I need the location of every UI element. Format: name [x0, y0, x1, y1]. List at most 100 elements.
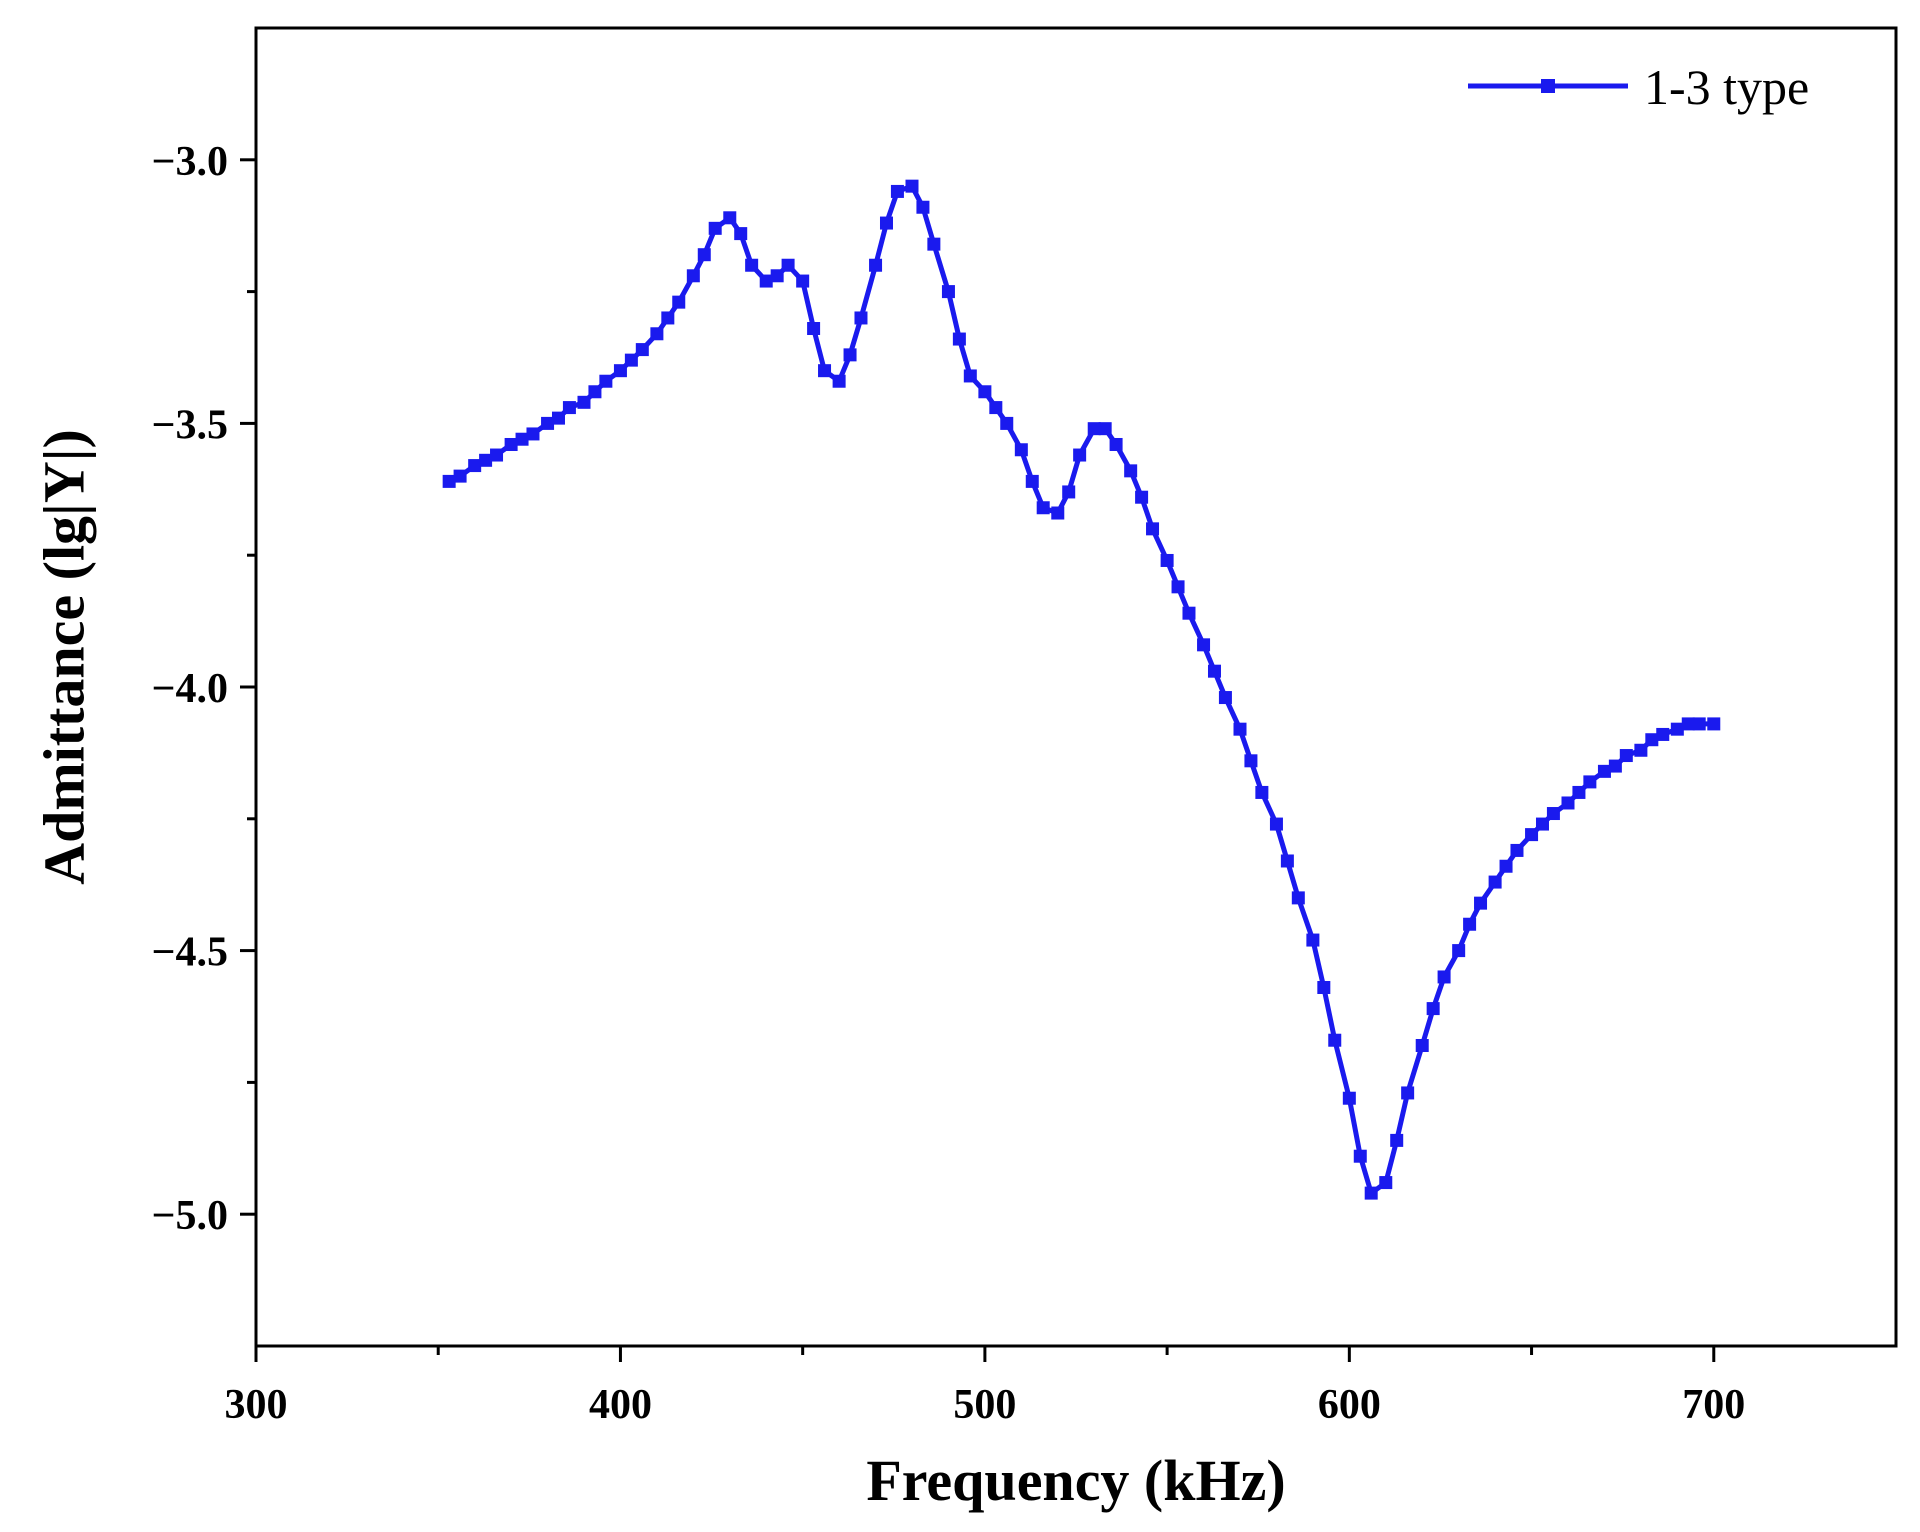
data-point-marker	[952, 332, 966, 346]
data-point-marker	[490, 448, 504, 462]
x-axis-title: Frequency (kHz)	[866, 1448, 1285, 1513]
data-point-marker	[686, 269, 700, 283]
data-point-marker	[905, 179, 919, 193]
data-point-marker	[978, 385, 992, 399]
data-point-marker	[1182, 606, 1196, 620]
data-point-marker	[723, 211, 737, 225]
data-point-marker	[1670, 722, 1684, 736]
data-point-marker	[708, 221, 722, 235]
data-point-marker	[672, 295, 686, 309]
data-point-marker	[1364, 1186, 1378, 1200]
data-point-marker	[1499, 859, 1513, 873]
data-point-marker	[843, 348, 857, 362]
data-point-marker	[1051, 506, 1065, 520]
data-point-marker	[1572, 785, 1586, 799]
plot-frame	[254, 26, 1898, 1348]
data-point-marker	[1645, 733, 1659, 747]
data-point-marker	[745, 258, 759, 272]
data-point-marker	[796, 274, 810, 288]
data-point-marker	[1109, 437, 1123, 451]
data-point-marker	[551, 411, 565, 425]
data-point-marker	[635, 343, 649, 357]
data-point-marker	[1146, 522, 1160, 536]
data-point-marker	[1463, 917, 1477, 931]
y-tick-label: −5.0	[152, 1193, 228, 1239]
y-tick-label: −4.5	[152, 930, 228, 976]
data-point-marker	[770, 269, 784, 283]
data-point-marker	[759, 274, 773, 288]
data-point-marker	[1160, 553, 1174, 567]
data-point-marker	[1546, 807, 1560, 821]
data-point-marker	[941, 285, 955, 299]
data-point-marker	[890, 184, 904, 198]
data-point-marker	[989, 401, 1003, 415]
data-point-marker	[1014, 443, 1028, 457]
data-point-marker	[1218, 691, 1232, 705]
data-point-marker	[1073, 448, 1087, 462]
x-tick-label: 600	[1318, 1382, 1381, 1428]
data-point-marker	[1171, 580, 1185, 594]
data-point-marker	[453, 469, 467, 483]
y-tick-label: −4.0	[152, 666, 228, 712]
data-point-marker	[916, 200, 930, 214]
data-point-marker	[1233, 722, 1247, 736]
legend-label: 1-3 type	[1644, 59, 1809, 115]
x-tick-label: 700	[1682, 1382, 1745, 1428]
data-point-marker	[1207, 664, 1221, 678]
axis-tick-labels: 300 400 500 600 700 −3.0 −3.5 −4.0 −4.5 −5.0	[152, 139, 1746, 1428]
data-point-marker	[1342, 1091, 1356, 1105]
data-point-marker	[1597, 764, 1611, 778]
data-point-marker	[1244, 754, 1258, 768]
x-tick-label: 400	[589, 1382, 652, 1428]
data-point-marker	[1619, 749, 1633, 763]
data-point-marker	[1488, 875, 1502, 889]
data-point-marker	[541, 416, 555, 430]
data-point-marker	[504, 437, 518, 451]
x-tick-label: 500	[953, 1382, 1016, 1428]
data-point-marker	[599, 374, 613, 388]
data-point-marker	[1025, 474, 1039, 488]
data-point-marker	[1535, 817, 1549, 831]
data-point-marker	[562, 401, 576, 415]
data-point-marker	[1306, 933, 1320, 947]
data-point-marker	[1692, 717, 1706, 731]
data-point-marker	[1707, 717, 1721, 731]
data-point-marker	[1269, 817, 1283, 831]
data-point-marker	[468, 459, 482, 473]
data-point-marker	[832, 374, 846, 388]
data-point-marker	[1415, 1038, 1429, 1052]
data-point-marker	[1255, 785, 1269, 799]
data-point-marker	[1390, 1133, 1404, 1147]
data-point-marker	[1098, 422, 1112, 436]
data-point-marker	[442, 474, 456, 488]
data-point-marker	[697, 248, 711, 262]
data-point-marker	[1426, 1002, 1440, 1016]
y-axis-title: Admittance (lg|Y|)	[31, 429, 96, 885]
data-point-marker	[1124, 464, 1138, 478]
data-point-marker	[1452, 944, 1466, 958]
legend: 1-3 type	[1468, 59, 1809, 115]
data-point-marker	[650, 327, 664, 341]
data-point-marker	[1197, 638, 1211, 652]
series-layer	[442, 179, 1721, 1200]
data-point-marker	[1291, 891, 1305, 905]
data-point-marker	[526, 427, 540, 441]
y-tick-label: −3.5	[152, 402, 228, 448]
data-point-marker	[624, 353, 638, 367]
data-point-marker	[1634, 743, 1648, 757]
series-line	[448, 183, 1714, 1196]
data-point-marker	[1135, 490, 1149, 504]
data-point-marker	[588, 385, 602, 399]
data-point-marker	[807, 322, 821, 336]
data-point-marker	[1000, 416, 1014, 430]
data-point-marker	[734, 227, 748, 241]
data-point-marker	[781, 258, 795, 272]
data-point-marker	[1561, 796, 1575, 810]
data-point-marker	[661, 311, 675, 325]
data-point-marker	[1036, 501, 1050, 515]
data-point-marker	[1317, 981, 1331, 995]
y-tick-label: −3.0	[152, 139, 228, 185]
data-point-marker	[515, 432, 529, 446]
data-point-marker	[479, 453, 493, 467]
